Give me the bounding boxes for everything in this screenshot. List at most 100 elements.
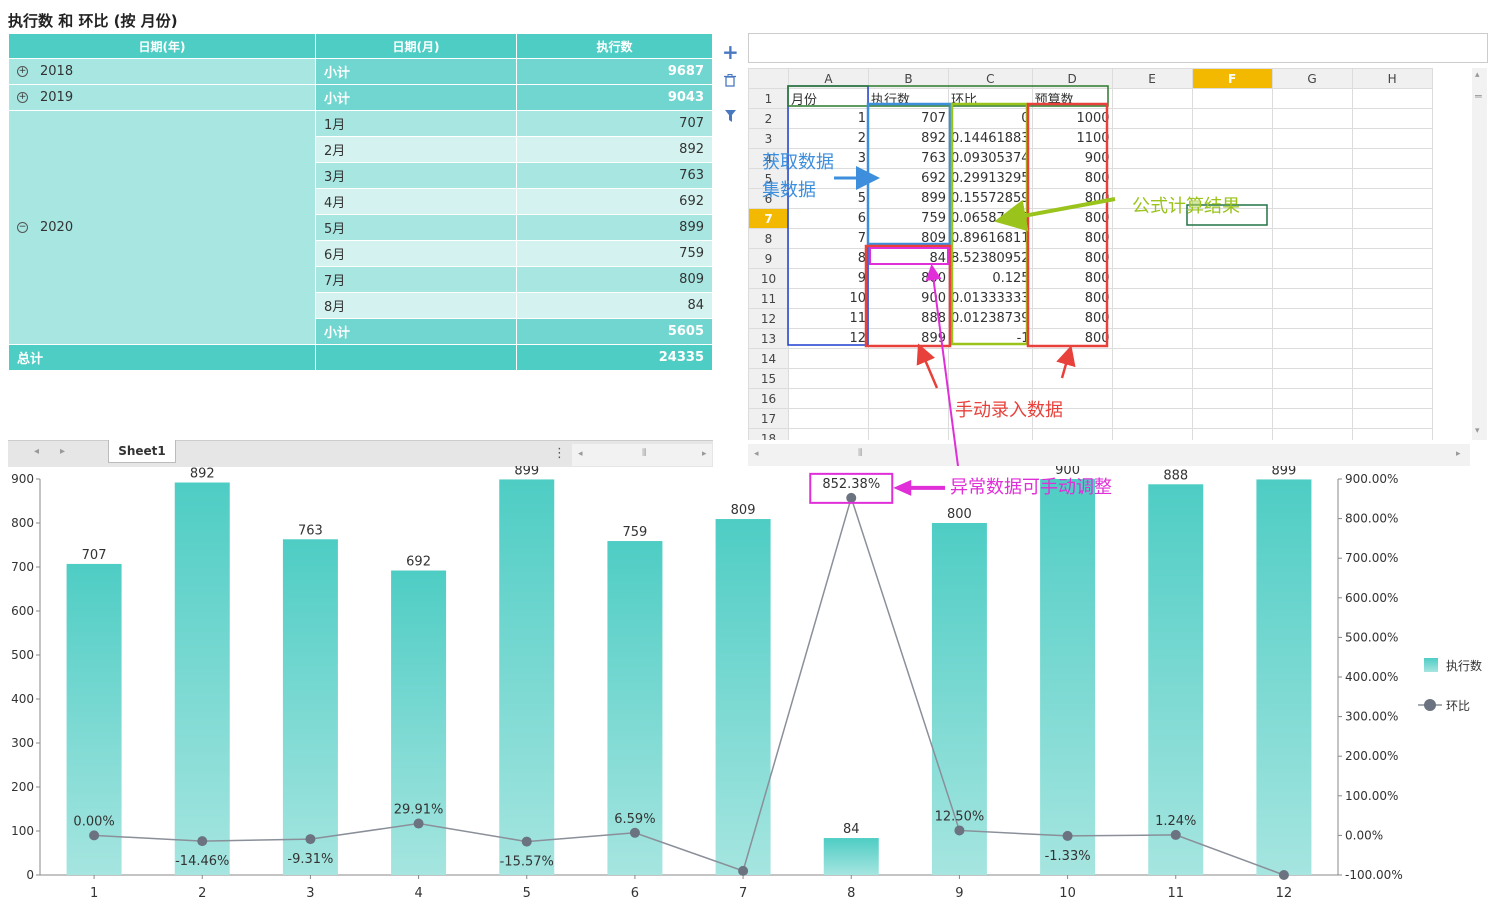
row-header[interactable]: 6 [748,188,789,209]
grid-cell[interactable] [1351,408,1433,429]
row-header[interactable]: 16 [748,388,789,409]
grid-cell[interactable]: 800 [1031,308,1113,329]
grid-cell[interactable] [868,388,949,409]
grid-cell[interactable]: 809 [868,228,949,249]
grid-cell[interactable] [1191,348,1273,369]
grid-cell[interactable] [1351,328,1433,349]
grid-cell[interactable] [1271,248,1353,269]
grid-cell[interactable] [1111,248,1193,269]
grid-cell[interactable]: 763 [868,148,949,169]
grid-cell[interactable] [1191,268,1273,289]
tab-prev-icon[interactable]: ◂ [34,446,40,457]
grid-cell[interactable]: 11 [788,308,869,329]
grid-cell[interactable] [1191,108,1273,129]
grid-cell[interactable] [1351,188,1433,209]
grid-cell[interactable]: 800 [1031,208,1113,229]
grid-cell[interactable] [1271,128,1353,149]
grid-cell[interactable]: 707 [868,108,949,129]
grid-cell[interactable] [1271,208,1353,229]
grid-cell[interactable] [1111,368,1193,389]
grid-cell[interactable] [1271,308,1353,329]
grid-cell[interactable]: 0.14461883 [948,128,1033,149]
row-header[interactable]: 18 [748,428,789,440]
grid-cell[interactable]: 10 [788,288,869,309]
grid-cell[interactable] [788,368,869,389]
grid-cell[interactable] [948,368,1033,389]
col-header-month[interactable]: 日期(月) [315,33,517,59]
row-header[interactable]: 14 [748,348,789,369]
formula-bar[interactable] [748,33,1488,63]
row-header[interactable]: 9 [748,248,789,269]
grid-cell[interactable] [788,408,869,429]
grid-cell[interactable]: 899 [868,188,949,209]
grid-cell[interactable]: 899 [868,328,949,349]
grid-cell[interactable] [1351,128,1433,149]
grid-cell[interactable] [868,348,949,369]
grid-cell[interactable] [1111,288,1193,309]
sheet-tab[interactable]: Sheet1 [108,440,176,463]
grid-cell[interactable]: 800 [1031,168,1113,189]
grid-cell[interactable]: 2 [788,128,869,149]
grid-cell[interactable] [1031,348,1113,369]
grid-cell[interactable] [1111,228,1193,249]
grid-cell[interactable]: 1 [788,108,869,129]
grid-cell[interactable] [1191,408,1273,429]
grid-cell[interactable] [1271,108,1353,129]
row-header[interactable]: 12 [748,308,789,329]
grid-cell[interactable] [1351,428,1433,440]
grid-cell[interactable] [1031,368,1113,389]
grid-cell[interactable]: 84 [868,248,949,269]
grid-cell[interactable] [1271,428,1353,440]
grid-cell[interactable] [788,428,869,440]
grid-cell[interactable]: 7 [788,228,869,249]
tab-next-icon[interactable]: ▸ [60,446,66,457]
add-icon[interactable]: + [722,40,739,64]
grid-cell[interactable]: 12 [788,328,869,349]
row-header[interactable]: 4 [748,148,789,169]
grid-cell[interactable]: 0.89616811 [948,228,1033,249]
grid-cell[interactable]: 月份 [788,88,869,109]
corner-cell[interactable] [748,68,789,89]
spreadsheet-grid[interactable]: A B C D E F G H 1 月份 执行数 环比 预算数 2 1 707 0 1000 3 2 892 0.1446… [748,68,1478,440]
grid-cell[interactable] [1191,388,1273,409]
grid-cell[interactable]: 800 [1031,188,1113,209]
col-header-count[interactable]: 执行数 [516,33,713,59]
grid-cell[interactable]: 800 [868,268,949,289]
grid-cell[interactable] [1351,148,1433,169]
grid-cell[interactable] [1351,208,1433,229]
grid-cell[interactable] [1111,388,1193,409]
grid-cell[interactable] [1351,88,1433,109]
row-header[interactable]: 1 [748,88,789,109]
grid-cell[interactable] [1271,88,1353,109]
grid-cell[interactable] [1271,268,1353,289]
grid-cell[interactable]: 888 [868,308,949,329]
grid-cell[interactable]: 8 [788,248,869,269]
row-header[interactable]: 2 [748,108,789,129]
grid-cell[interactable] [1351,268,1433,289]
grid-cell[interactable] [868,368,949,389]
vertical-scrollbar[interactable]: ▴ ═ ▾ [1472,68,1487,440]
grid-cell[interactable]: 892 [868,128,949,149]
row-header[interactable]: 7 [748,208,789,229]
col-header[interactable]: F [1191,68,1273,89]
grid-cell[interactable] [1271,168,1353,189]
grid-cell[interactable] [1271,348,1353,369]
grid-cell[interactable] [1191,428,1273,440]
grid-cell[interactable]: 759 [868,208,949,229]
expand-icon[interactable]: + [17,92,28,103]
col-header[interactable]: E [1111,68,1193,89]
row-year-2020[interactable]: −2020 [8,110,316,345]
row-header[interactable]: 13 [748,328,789,349]
grid-cell[interactable] [1351,288,1433,309]
more-icon[interactable]: ⋮ [553,446,566,461]
col-header-year[interactable]: 日期(年) [8,33,316,59]
col-header[interactable]: B [868,68,949,89]
grid-cell[interactable]: 0.29913295 [948,168,1033,189]
grid-cell[interactable] [1351,248,1433,269]
grid-cell[interactable] [1271,388,1353,409]
grid-cell[interactable] [948,428,1033,440]
grid-cell[interactable]: 0.09305374 [948,148,1033,169]
grid-cell[interactable]: 0.01333333 [948,288,1033,309]
row-header[interactable]: 17 [748,408,789,429]
grid-cell[interactable] [788,388,869,409]
